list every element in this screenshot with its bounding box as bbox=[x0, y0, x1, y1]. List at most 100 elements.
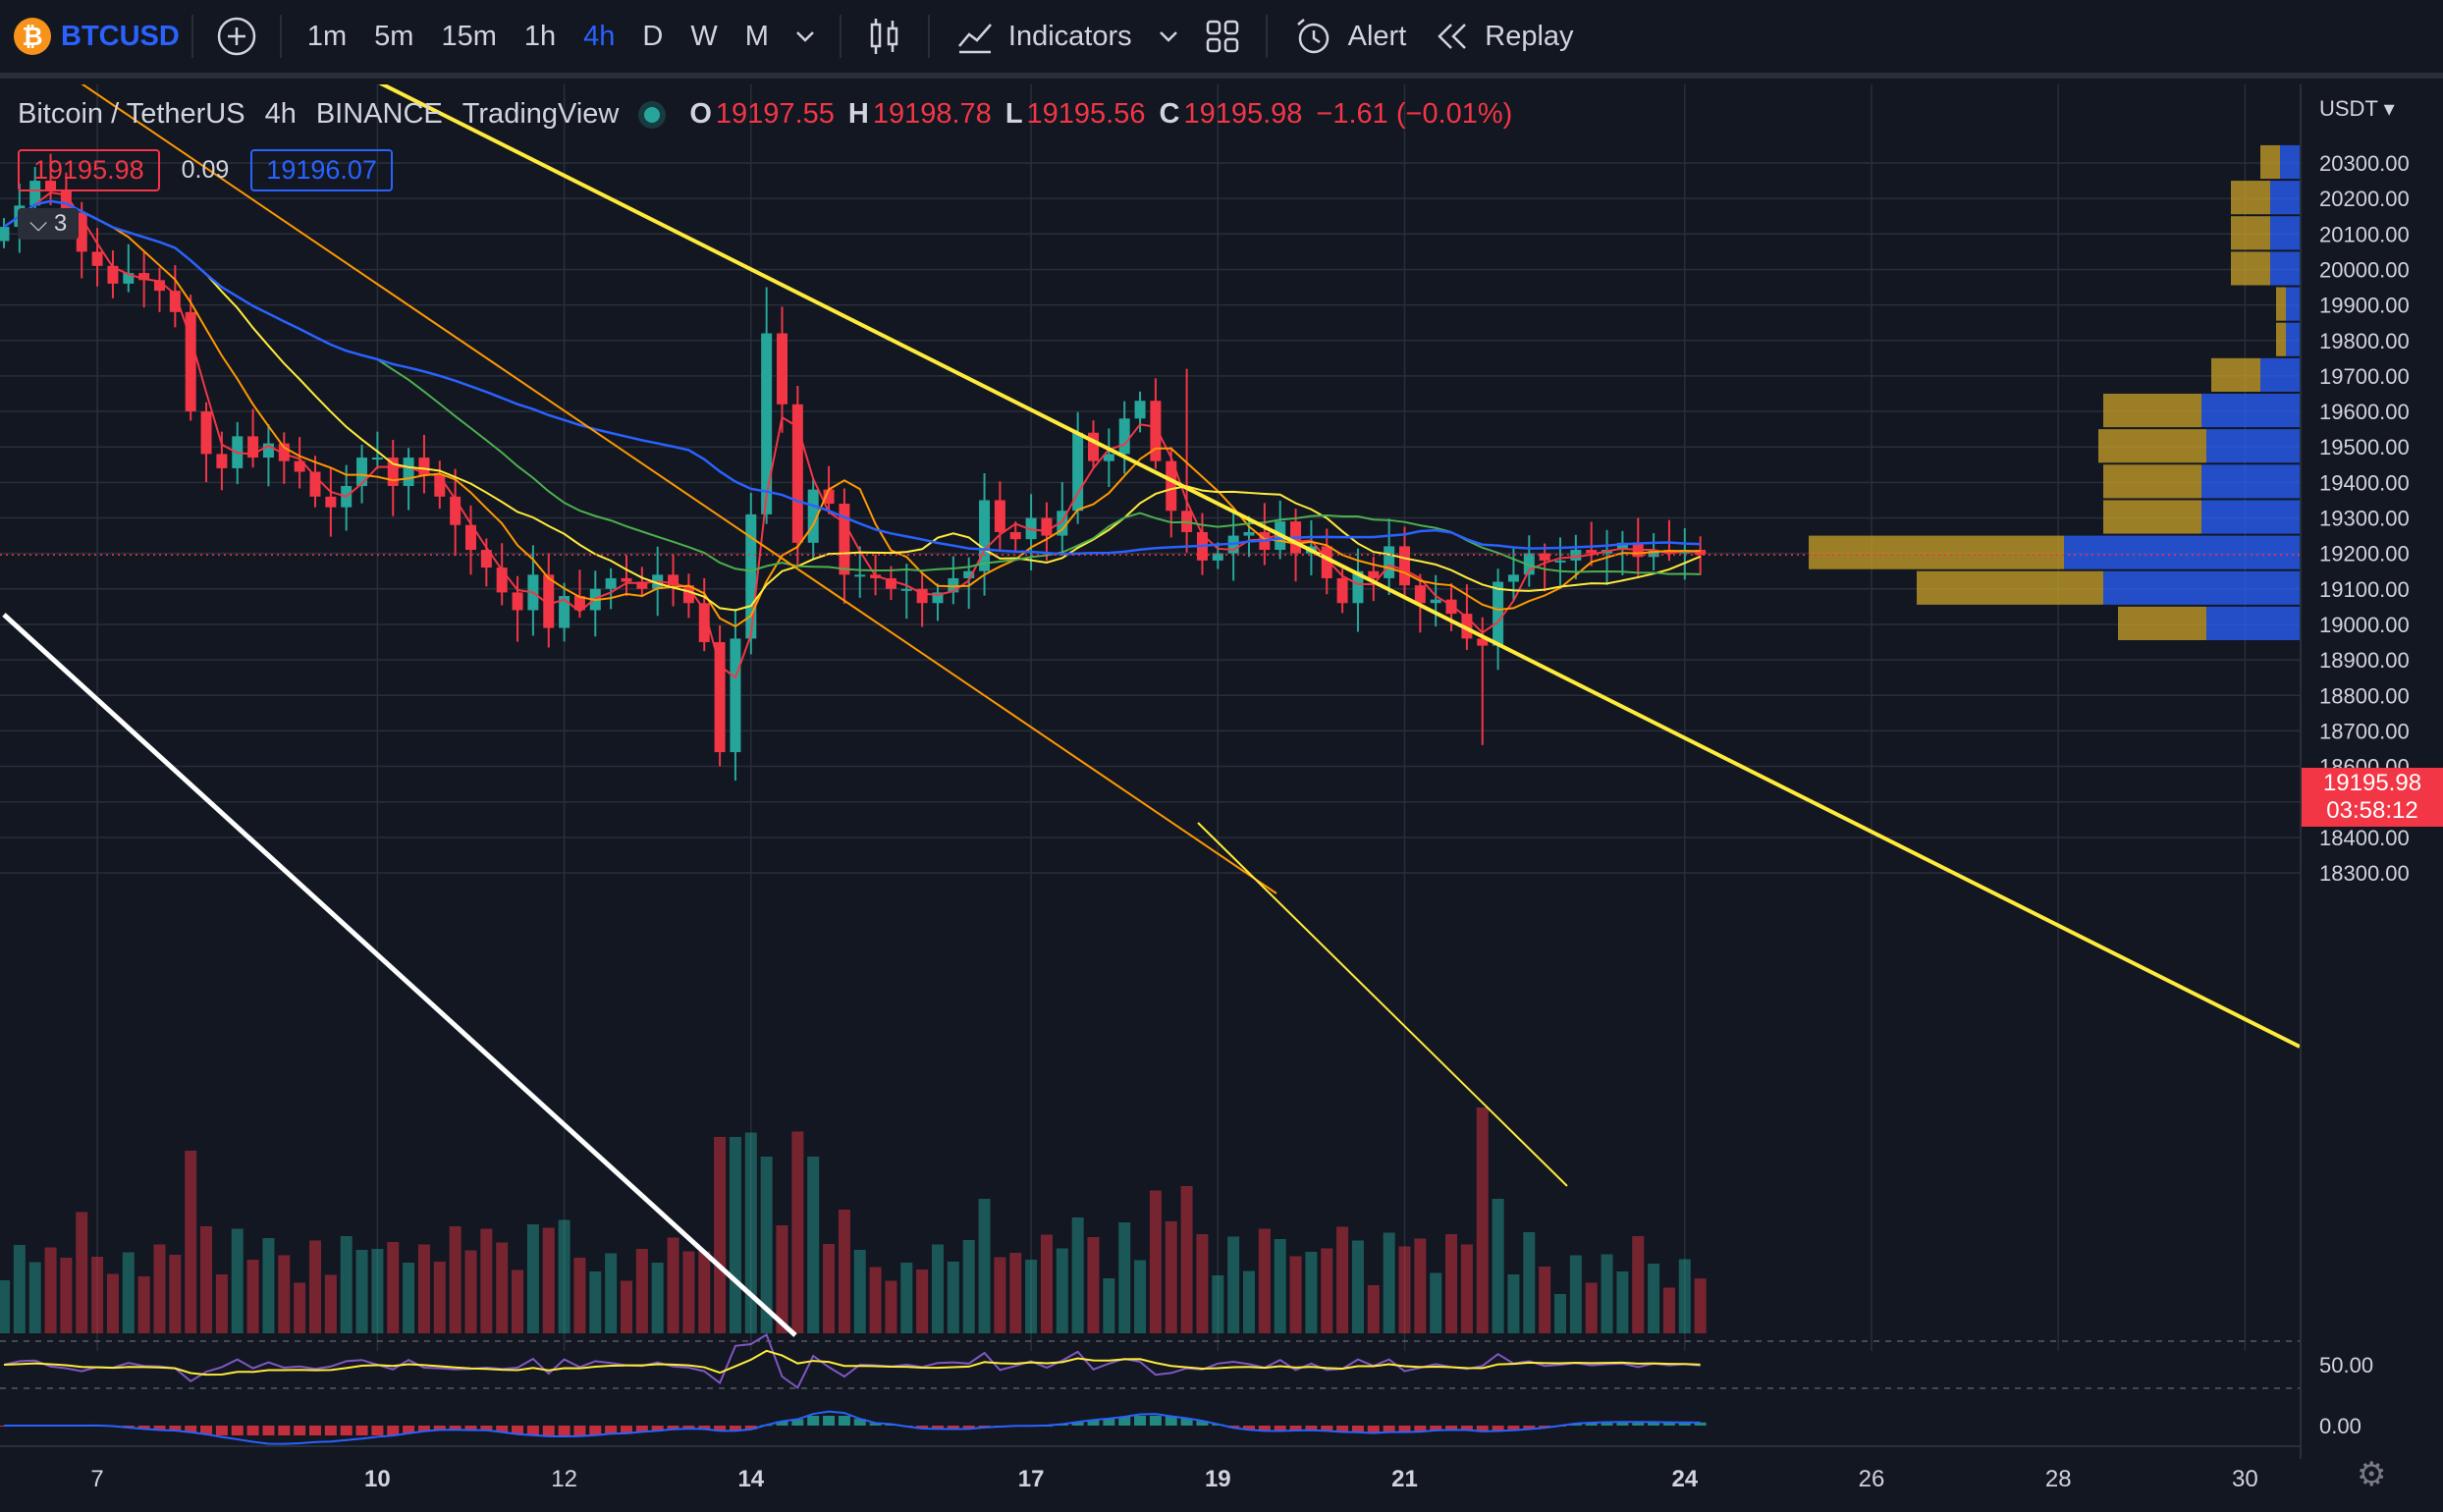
volume-profile-bar bbox=[2276, 287, 2286, 321]
candle bbox=[1523, 535, 1535, 587]
volume-bar bbox=[791, 1131, 804, 1333]
price-tick-label: 18700.00 bbox=[2319, 719, 2410, 743]
candle bbox=[450, 468, 461, 557]
candle bbox=[948, 556, 959, 605]
legend-symbol-name[interactable]: Bitcoin / TetherUS bbox=[18, 98, 245, 130]
collapse-legend-button[interactable]: ⌵ 3 bbox=[18, 208, 80, 240]
last-price-tag: 19195.98 03:58:12 bbox=[2302, 768, 2443, 827]
timeframe-d[interactable]: D bbox=[642, 20, 664, 52]
macd-histogram-bar bbox=[355, 1426, 368, 1435]
plus-icon[interactable] bbox=[215, 15, 258, 58]
time-tick-label: 10 bbox=[364, 1466, 391, 1492]
candle bbox=[589, 570, 601, 637]
alarm-icon[interactable] bbox=[1293, 16, 1334, 57]
replay-button[interactable]: Replay bbox=[1485, 20, 1574, 52]
candles-icon[interactable] bbox=[865, 15, 904, 58]
timeframe-4h[interactable]: 4h bbox=[583, 20, 616, 52]
trend-line[interactable] bbox=[39, 84, 1277, 894]
volume-bar bbox=[1212, 1275, 1224, 1333]
trend-line[interactable] bbox=[324, 84, 2300, 1049]
volume-profile-bar bbox=[2103, 500, 2201, 534]
symbol-label[interactable]: BTCUSD bbox=[61, 20, 180, 52]
trend-line[interactable] bbox=[1197, 822, 1568, 1187]
volume-profile-bar bbox=[2206, 606, 2300, 641]
replay-icon[interactable] bbox=[1432, 17, 1471, 56]
trend-line[interactable] bbox=[2, 613, 797, 1337]
volume-bar bbox=[433, 1262, 446, 1333]
candle bbox=[1259, 503, 1271, 566]
price-tick-label: 20300.00 bbox=[2319, 151, 2410, 176]
volume-bar bbox=[340, 1236, 353, 1333]
volume-bar bbox=[480, 1228, 493, 1333]
chart-legend: Bitcoin / TetherUS 4h BINANCE TradingVie… bbox=[18, 98, 1526, 131]
macd-histogram-bar bbox=[231, 1426, 244, 1435]
candle bbox=[480, 538, 492, 587]
candle bbox=[777, 306, 787, 433]
macd-histogram-bar bbox=[932, 1426, 944, 1430]
macd-histogram-bar bbox=[698, 1426, 711, 1430]
close-value: 19195.98 bbox=[1183, 98, 1303, 130]
volume-bar bbox=[215, 1274, 228, 1333]
timeframe-15m[interactable]: 15m bbox=[441, 20, 497, 52]
timeframe-1m[interactable]: 1m bbox=[306, 20, 348, 52]
volume-bar bbox=[60, 1258, 73, 1333]
volume-bar bbox=[853, 1250, 866, 1333]
time-axis[interactable]: 7 10 12 14 17 19 21 24 26 28 30 bbox=[0, 1445, 2300, 1512]
time-tick-label: 12 bbox=[551, 1466, 577, 1492]
macd-histogram-bar bbox=[776, 1421, 788, 1426]
buy-price-button[interactable]: 19196.07 bbox=[250, 149, 393, 191]
chevron-down-icon[interactable] bbox=[790, 22, 820, 51]
alert-button[interactable]: Alert bbox=[1347, 20, 1407, 52]
candle bbox=[1352, 548, 1364, 632]
price-tick-label: 19900.00 bbox=[2319, 294, 2410, 318]
price-tick-label: 19100.00 bbox=[2319, 577, 2410, 602]
candle bbox=[994, 481, 1005, 551]
macd-histogram-bar bbox=[294, 1426, 306, 1435]
sell-price-button[interactable]: 19195.98 bbox=[18, 149, 160, 191]
candle bbox=[1103, 428, 1114, 488]
indicators-button[interactable]: Indicators bbox=[1007, 20, 1132, 52]
gear-icon[interactable]: ⚙ bbox=[2357, 1456, 2387, 1493]
macd-histogram-bar bbox=[449, 1426, 461, 1431]
volume-bar bbox=[1305, 1252, 1318, 1333]
volume-profile-bar bbox=[2103, 570, 2300, 605]
macd-histogram-bar bbox=[682, 1426, 695, 1430]
volume-bar bbox=[122, 1252, 135, 1333]
macd-histogram-bar bbox=[1632, 1422, 1645, 1426]
open-value: 19197.55 bbox=[715, 98, 835, 130]
volume-bar bbox=[1227, 1236, 1240, 1333]
macd-histogram-bar bbox=[496, 1426, 509, 1432]
volume-bar bbox=[1430, 1272, 1442, 1333]
candle bbox=[714, 625, 726, 767]
last-price-value: 19195.98 bbox=[2322, 770, 2422, 796]
volume-bar bbox=[1165, 1221, 1177, 1333]
macd-histogram-bar bbox=[823, 1416, 836, 1426]
chevron-down-icon[interactable] bbox=[1154, 22, 1183, 51]
chart-canvas[interactable] bbox=[0, 84, 2300, 1459]
timeframe-1h[interactable]: 1h bbox=[523, 20, 557, 52]
volume-bar bbox=[994, 1257, 1006, 1333]
macd-histogram-bar bbox=[1134, 1416, 1147, 1426]
timeframe-m[interactable]: M bbox=[744, 20, 769, 52]
timeframe-w[interactable]: W bbox=[690, 20, 718, 52]
volume-bar bbox=[1367, 1285, 1380, 1333]
macd-histogram-bar bbox=[1383, 1426, 1395, 1432]
macd-histogram-bar bbox=[480, 1426, 493, 1431]
indicators-icon[interactable] bbox=[955, 17, 995, 56]
candle bbox=[1632, 517, 1644, 577]
layout-grid-icon[interactable] bbox=[1203, 17, 1242, 56]
currency-selector[interactable]: USDT ▾ bbox=[2319, 96, 2395, 122]
moving-average-line bbox=[3, 199, 1702, 612]
macd-histogram-bar bbox=[714, 1426, 727, 1431]
price-tick-label: 20000.00 bbox=[2319, 257, 2410, 282]
symbol-selector[interactable]: ₿ BTCUSD bbox=[14, 18, 180, 55]
volume-bar bbox=[1056, 1248, 1068, 1333]
time-tick-label: 28 bbox=[2045, 1466, 2072, 1492]
timeframe-5m[interactable]: 5m bbox=[374, 20, 414, 52]
volume-bar bbox=[1694, 1278, 1707, 1333]
price-tick-label: 19700.00 bbox=[2319, 364, 2410, 389]
currency-label[interactable]: USDT bbox=[2319, 96, 2378, 121]
candle bbox=[1227, 511, 1239, 581]
volume-bar bbox=[294, 1282, 306, 1333]
moving-average-line bbox=[3, 199, 1701, 556]
